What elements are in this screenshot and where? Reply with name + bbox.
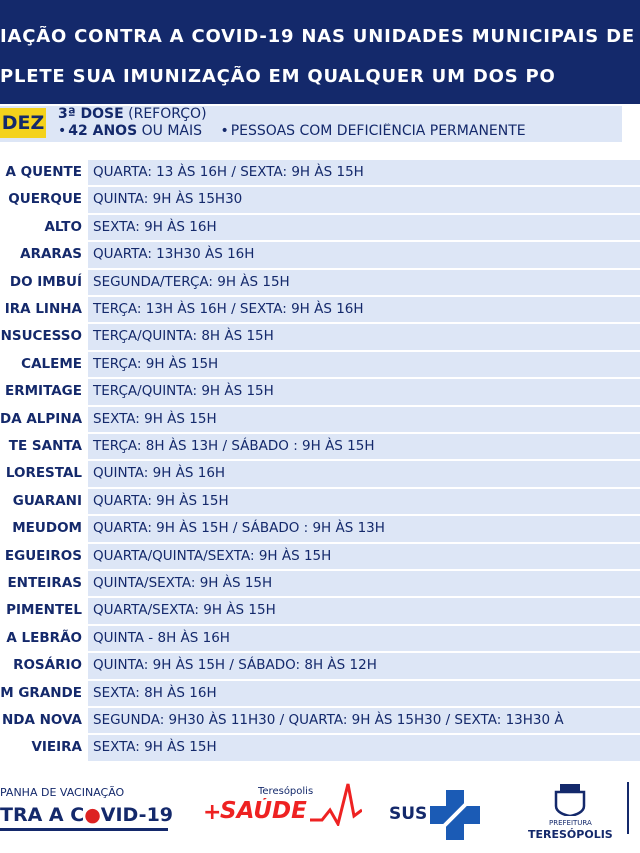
group: PESSOAS COM DEFICIÊNCIA PERMANENTE [230,123,526,139]
unit-name: ARARAS [20,246,82,263]
campaign-a: TRA A C [0,804,85,826]
campaign-b: VID-19 [100,804,174,826]
dose-line: 3ª DOSE (REFORÇO) [58,106,207,122]
unit-name: ALTO [44,218,82,235]
unit-name: A QUENTE [5,164,82,180]
unit-name: QUERQUE [8,191,82,208]
prefeitura: PREFEITURA [549,819,592,827]
prefeitura-city: TERESÓPOLIS [528,828,613,841]
header-title: IAÇÃO CONTRA A COVID-19 NAS UNIDADES MUN… [0,26,640,47]
unit-name: M GRANDE [0,684,82,701]
schedule: QUINTA: 9H ÀS 15H30 [88,187,640,213]
unit-name: DA ALPINA [0,410,82,427]
coat-of-arms [554,784,586,816]
schedule: SEGUNDA/TERÇA: 9H ÀS 15H [88,269,640,295]
header-band [0,0,640,104]
schedule: QUARTA: 13H30 ÀS 16H [88,242,640,268]
schedule: SEXTA: 9H ÀS 15H [88,735,640,761]
schedule: QUARTA: 9H ÀS 15H / SÁBADO : 9H ÀS 13H [88,516,640,542]
schedule: QUARTA/QUINTA/SEXTA: 9H ÀS 15H [88,543,640,569]
unit-name: EGUEIROS [4,547,82,564]
schedule: TERÇA: 9H ÀS 15H [88,351,640,378]
divider [627,782,629,834]
sus: SUS [389,804,428,824]
unit-name: VIEIRA [31,739,82,756]
schedule: QUARTA/SEXTA: 9H ÀS 15H [88,598,640,624]
schedule: QUINTA: 9H ÀS 15H / SÁBADO: 8H ÀS 12H [88,653,640,679]
schedule: SEXTA: 9H ÀS 15H [88,406,640,432]
unit-name: ENTEIRAS [7,575,82,591]
underline [0,828,168,831]
dose-label: 3ª DOSE [58,106,124,122]
unit-name: IRA LINHA [4,301,82,317]
bullet [58,123,68,139]
city-small: Teresópolis [258,786,314,797]
dose-note: (REFORÇO) [128,106,207,122]
bullet [220,123,230,139]
unit-name: A LEBRÃO [6,629,82,646]
schedule: SEGUNDA: 9H30 ÀS 11H30 / QUARTA: 9H ÀS 1… [88,708,640,734]
unit-name: LORESTAL [5,465,82,482]
unit-name: ERMITAGE [5,383,82,400]
schedule: QUARTA: 9H ÀS 15H [88,488,640,515]
schedule: SEXTA: 8H ÀS 16H [88,680,640,706]
unit-name: TE SANTA [8,438,82,454]
unit-name: PIMENTEL [6,602,82,619]
unit-name: NDA NOVA [1,712,82,728]
age-note: OU MAIS [141,123,203,139]
schedule: QUINTA: 9H ÀS 16H [88,461,640,487]
age: 42 ANOS [68,123,138,139]
schedule: QUINTA - 8H ÀS 16H [88,625,640,652]
health-plus: + [203,800,222,825]
campaign-name: TRA A C●VID-19 [0,804,174,826]
schedule: TERÇA/QUINTA: 9H ÀS 15H [88,379,640,405]
schedule: SEXTA: 9H ÀS 16H [88,214,640,241]
unit-name: MEUDOM [12,520,82,537]
schedule: TERÇA/QUINTA: 8H ÀS 15H [88,324,640,350]
schedule: QUINTA/SEXTA: 9H ÀS 15H [88,571,640,597]
schedule: TERÇA: 13H ÀS 16H / SEXTA: 9H ÀS 16H [88,297,640,323]
unit-name: GUARANI [12,492,82,509]
schedule: QUARTA: 13 ÀS 16H / SEXTA: 9H ÀS 15H [88,160,640,186]
dose-band [0,106,622,142]
unit-name: CALEME [21,355,82,372]
schedule: TERÇA: 8H ÀS 13H / SÁBADO : 9H ÀS 15H [88,434,640,460]
sus-cross [430,790,480,840]
pulse [310,783,362,826]
unit-name: ROSÁRIO [13,657,82,674]
header-subtitle: PLETE SUA IMUNIZAÇÃO EM QUALQUER UM DOS … [0,66,556,87]
footer: PANHA DE VACINAÇÃO TRA A C●VID-19 Teresó… [0,772,640,853]
month-badge: DEZ [0,108,46,138]
unit-name: DO IMBUÍ [9,273,82,290]
group-line: 42 ANOS OU MAIS PESSOAS COM DEFICIÊNCIA … [58,123,526,139]
health: SAÚDE [220,798,307,824]
unit-name: NSUCESSO [0,328,82,345]
campaign: PANHA DE VACINAÇÃO [0,786,125,799]
